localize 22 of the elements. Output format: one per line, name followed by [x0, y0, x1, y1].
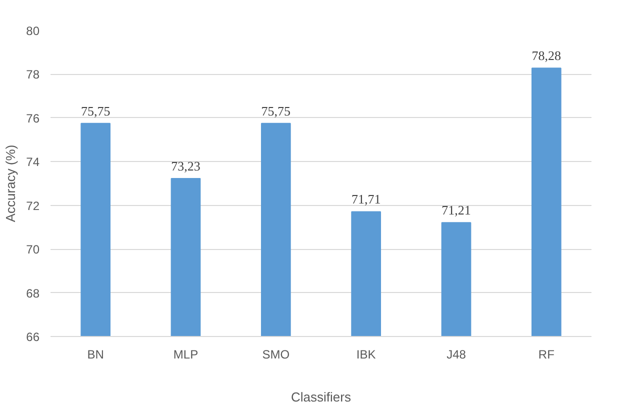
y-tick-label: 68 — [26, 286, 40, 300]
x-tick-label: SMO — [262, 348, 290, 362]
data-label: 75,75 — [261, 103, 291, 118]
y-tick-label: 70 — [26, 242, 40, 257]
data-label: 71,71 — [351, 192, 381, 207]
data-label: 75,75 — [80, 103, 110, 118]
y-tick-label: 66 — [26, 330, 40, 344]
y-tick-label: 72 — [26, 198, 40, 213]
x-tick-label: BN — [87, 348, 104, 362]
y-tick-label: 80 — [26, 24, 40, 38]
x-tick-label: IBK — [356, 348, 376, 362]
data-label: 71,21 — [442, 202, 471, 218]
y-tick-label: 76 — [26, 111, 40, 126]
data-label: 78,28 — [532, 48, 562, 64]
x-tick-label: MLP — [173, 348, 198, 362]
data-label: 73,23 — [171, 158, 200, 174]
x-axis-title: Classifiers — [291, 390, 352, 404]
y-tick-label: 74 — [26, 155, 40, 170]
x-tick-label: RF — [538, 348, 554, 362]
x-tick-label: J48 — [446, 348, 466, 362]
y-tick-label: 78 — [26, 68, 40, 82]
y-axis-title: Accuracy (%) — [3, 144, 18, 222]
